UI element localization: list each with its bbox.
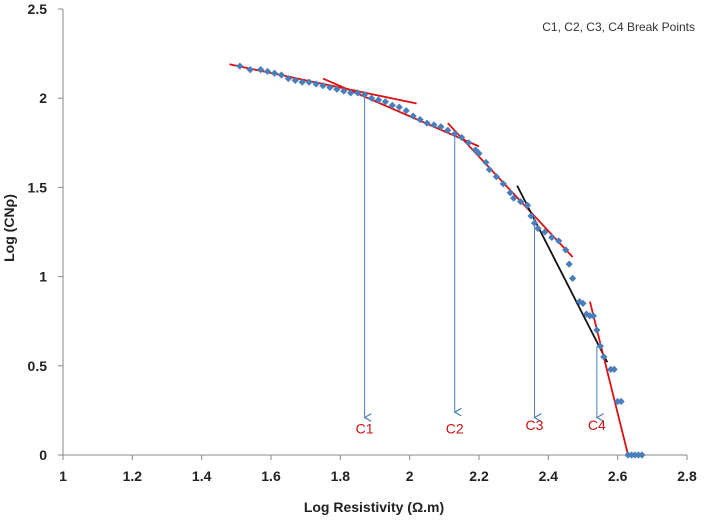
x-tick-label: 2.4	[539, 468, 559, 484]
data-point	[465, 139, 473, 147]
data-point	[485, 165, 493, 174]
data-points	[236, 62, 646, 459]
data-point	[517, 198, 525, 206]
data-point	[298, 78, 306, 86]
break-label-c1: C1	[356, 421, 374, 437]
data-point	[482, 158, 490, 167]
data-point	[510, 194, 518, 202]
data-point	[506, 189, 514, 197]
data-point	[579, 299, 587, 307]
data-point	[555, 237, 563, 245]
y-tick-label: 1.5	[28, 179, 48, 195]
tick-labels: 1 1.2 1.4 1.6 1.8 2 2.2 2.4 2.6 2.8 0 0.5 1 1.5 2 2.5	[28, 1, 697, 484]
data-point	[499, 180, 507, 188]
data-point	[395, 103, 403, 111]
data-point	[236, 62, 244, 70]
data-point	[354, 89, 362, 97]
data-point	[444, 126, 452, 134]
data-point	[610, 365, 618, 373]
break-label-c4: C4	[588, 417, 606, 433]
data-point	[569, 274, 577, 282]
data-point	[423, 119, 431, 127]
x-tick-label: 1.4	[192, 468, 212, 484]
y-tick-label: 1	[39, 269, 47, 285]
x-tick-label: 2.2	[469, 468, 489, 484]
x-axis-title: Log Resistivity (Ω.m)	[304, 499, 444, 515]
data-point	[575, 297, 584, 306]
y-tick-label: 2	[39, 90, 47, 106]
data-point	[374, 96, 383, 104]
data-point	[381, 98, 389, 106]
data-point	[596, 342, 604, 350]
x-tick-label: 2.8	[677, 468, 697, 484]
data-point	[333, 85, 341, 93]
data-point	[638, 451, 646, 459]
legend-text: C1, C2, C3, C4 Break Points	[542, 20, 695, 34]
break-label-c3: C3	[526, 417, 544, 433]
data-point	[562, 246, 570, 254]
data-point	[523, 201, 532, 209]
data-point	[402, 107, 410, 115]
y-tick-label: 0.5	[28, 358, 48, 374]
data-point	[326, 83, 334, 92]
data-point	[388, 101, 396, 109]
data-point	[458, 133, 466, 142]
x-tick-label: 2.6	[608, 468, 628, 484]
y-tick-label: 0	[39, 447, 47, 463]
break-points: C1 C2 C3 C4	[356, 94, 606, 437]
data-point	[600, 353, 608, 361]
axes	[62, 9, 687, 456]
data-point	[565, 260, 573, 268]
data-point	[257, 66, 265, 74]
y-tick-label: 2.5	[28, 1, 48, 17]
data-point	[617, 397, 625, 406]
data-point	[582, 310, 591, 318]
data-point	[347, 89, 355, 97]
data-point	[589, 312, 597, 320]
data-point	[367, 94, 376, 102]
data-point	[263, 67, 272, 76]
data-point	[492, 173, 500, 181]
x-tick-label: 1.6	[261, 468, 281, 484]
data-point	[305, 78, 313, 86]
data-point	[319, 82, 327, 90]
x-tick-label: 1.2	[123, 468, 143, 484]
data-point	[277, 71, 285, 79]
fit-line-segment-4	[516, 185, 609, 363]
data-point	[593, 326, 601, 334]
y-axis-title: Log (CNρ)	[1, 194, 17, 262]
data-point	[270, 69, 279, 77]
data-point	[527, 212, 535, 220]
x-tick-label: 1	[59, 468, 67, 484]
break-label-c2: C2	[446, 421, 464, 437]
data-point	[246, 66, 254, 74]
x-tick-label: 2	[406, 468, 414, 484]
data-point	[340, 87, 348, 95]
data-point	[548, 233, 556, 241]
data-point	[409, 112, 417, 120]
data-point	[284, 74, 292, 83]
x-tick-label: 1.8	[331, 468, 351, 484]
data-point	[541, 228, 549, 236]
data-point	[437, 123, 445, 131]
data-point	[291, 76, 299, 84]
data-point	[430, 121, 438, 129]
data-point	[475, 149, 483, 158]
data-point	[416, 116, 424, 124]
data-point	[312, 80, 320, 88]
data-point	[534, 224, 542, 233]
